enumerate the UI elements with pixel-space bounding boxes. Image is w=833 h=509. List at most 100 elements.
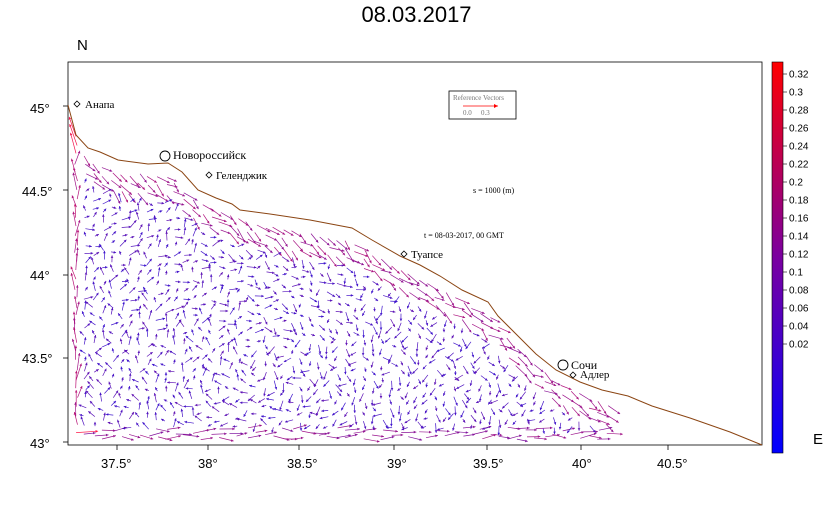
current-vector-head: [88, 353, 91, 357]
current-vector-head: [458, 344, 461, 347]
current-vector-head: [454, 377, 458, 380]
current-vector-head: [144, 388, 148, 392]
current-vector-head: [224, 413, 228, 416]
current-vector-head: [606, 415, 610, 418]
current-vector-head: [210, 436, 213, 440]
current-vector-head: [385, 331, 389, 334]
current-vector-head: [553, 383, 557, 386]
current-vector-head: [103, 208, 107, 212]
current-vector-head: [274, 386, 278, 390]
current-vector-head: [177, 426, 181, 430]
current-vector-head: [473, 419, 477, 422]
current-vector-head: [371, 353, 375, 357]
current-vector-head: [459, 349, 463, 353]
current-vector-head: [168, 370, 171, 373]
current-vector-head: [469, 314, 472, 318]
current-vector-head: [273, 364, 276, 367]
current-vector-head: [302, 266, 305, 269]
current-vector-head: [318, 255, 322, 259]
current-vector-head: [126, 298, 129, 302]
lat-tick-label: 44.5°: [22, 184, 53, 199]
current-vector-head: [263, 377, 266, 381]
current-vector-head: [206, 220, 210, 224]
current-vector-head: [77, 301, 80, 305]
current-vector-head: [280, 392, 283, 396]
current-vector-head: [96, 252, 100, 255]
current-vector-head: [442, 403, 446, 407]
current-vector-head: [185, 335, 189, 339]
current-vector-head: [375, 321, 378, 325]
current-vector-head: [339, 422, 343, 426]
current-vector-head: [292, 376, 295, 380]
current-vector-head: [534, 428, 537, 432]
colorbar-tick-label: 0.16: [789, 214, 809, 225]
current-vector-head: [213, 261, 217, 264]
current-vector-head: [393, 344, 397, 348]
time-note: t = 08-03-2017, 00 GMT: [424, 231, 504, 240]
current-vector-head: [397, 388, 401, 391]
current-vector-head: [448, 412, 451, 416]
current-vector-head: [109, 169, 113, 172]
current-vector-head: [149, 352, 153, 355]
current-vector-head: [398, 309, 402, 312]
current-vector-head: [347, 247, 350, 251]
current-vector-head: [567, 430, 570, 433]
current-vector-head: [520, 403, 523, 407]
current-vector-head: [185, 288, 189, 291]
current-vector-head: [539, 407, 543, 411]
current-vector: [165, 435, 182, 440]
current-vector-head: [108, 279, 112, 283]
current-vector-head: [245, 223, 249, 226]
current-vector-head: [97, 363, 100, 366]
current-vector-head: [177, 216, 181, 220]
current-vector-head: [353, 274, 357, 278]
current-vector-head: [226, 299, 230, 302]
current-vector: [175, 433, 192, 435]
current-vector-head: [160, 431, 164, 434]
current-vector-head: [434, 408, 438, 411]
current-vector-head: [306, 270, 310, 273]
current-vector: [580, 432, 597, 439]
current-vector-head: [105, 266, 108, 269]
current-vector-head: [364, 406, 368, 410]
current-vector-head: [266, 352, 269, 356]
current-vector-head: [124, 284, 127, 287]
current-vector-head: [79, 386, 83, 389]
current-vector-head: [496, 394, 499, 398]
current-vector-head: [558, 404, 561, 407]
current-vector-head: [290, 258, 293, 262]
current-vector-head: [235, 369, 238, 372]
current-vector-head: [332, 350, 335, 353]
current-vector-head: [397, 412, 401, 415]
current-vector-head: [357, 427, 360, 431]
current-vector-head: [111, 348, 115, 351]
current-vector-head: [222, 400, 225, 404]
current-vector-head: [90, 252, 94, 255]
colorbar-tick-label: 0.02: [789, 340, 809, 351]
current-vector-head: [105, 413, 109, 416]
current-vector-head: [143, 286, 146, 290]
current-vector-head: [158, 229, 162, 232]
current-vector-head: [128, 210, 132, 213]
current-vector-head: [276, 232, 280, 235]
current-vector-head: [455, 402, 458, 406]
current-vector-head: [113, 400, 116, 404]
current-vector-head: [81, 311, 85, 314]
current-vector-head: [205, 337, 208, 340]
current-vector-head: [524, 364, 528, 367]
current-vector-head: [227, 231, 231, 234]
current-vector-head: [466, 400, 469, 404]
current-vector-head: [247, 398, 251, 401]
current-vector-head: [465, 346, 469, 350]
current-vector-head: [329, 330, 332, 334]
current-vector-head: [442, 419, 446, 422]
current-vector-head: [515, 394, 519, 398]
current-vector-head: [89, 320, 93, 324]
current-vector-head: [362, 412, 365, 416]
current-vector-head: [111, 189, 114, 192]
current-vector-head: [553, 431, 556, 435]
current-vector-head: [178, 251, 181, 254]
current-vector-head: [74, 345, 78, 349]
current-vector-head: [363, 378, 366, 381]
current-vector: [597, 401, 607, 415]
